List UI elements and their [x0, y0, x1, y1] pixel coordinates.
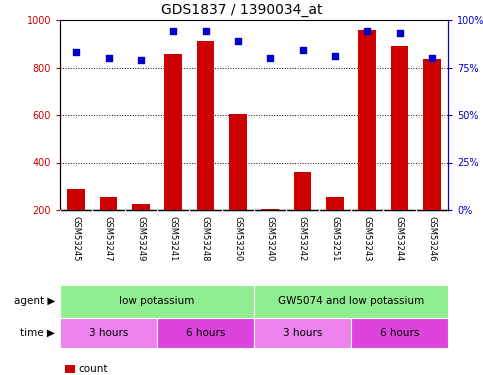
Text: agent ▶: agent ▶: [14, 297, 55, 306]
Bar: [261, 209, 279, 210]
Text: GSM53240: GSM53240: [266, 216, 275, 261]
Bar: [351, 318, 448, 348]
Text: 3 hours: 3 hours: [283, 328, 322, 338]
Bar: [358, 30, 376, 210]
Bar: [197, 41, 214, 210]
Bar: [132, 204, 150, 210]
Text: GSM53246: GSM53246: [427, 216, 436, 261]
Text: GSM53248: GSM53248: [201, 216, 210, 261]
Point: [170, 28, 177, 34]
Bar: [67, 189, 85, 210]
Bar: [164, 54, 182, 210]
Bar: [229, 114, 247, 210]
Text: GSM53243: GSM53243: [363, 216, 371, 261]
Point: [331, 53, 339, 59]
Bar: [60, 318, 157, 348]
Bar: [326, 197, 344, 210]
Text: GSM53242: GSM53242: [298, 216, 307, 261]
Point: [266, 55, 274, 61]
Text: GSM53251: GSM53251: [330, 216, 340, 261]
Bar: [254, 318, 351, 348]
Text: GSM53249: GSM53249: [136, 216, 145, 261]
Text: GSM53241: GSM53241: [169, 216, 178, 261]
Point: [363, 28, 371, 34]
Point: [298, 47, 306, 53]
Text: count: count: [78, 364, 108, 374]
Text: time ▶: time ▶: [20, 328, 55, 338]
Text: GDS1837 / 1390034_at: GDS1837 / 1390034_at: [161, 3, 322, 17]
Text: GW5074 and low potassium: GW5074 and low potassium: [278, 297, 424, 306]
Text: GSM53244: GSM53244: [395, 216, 404, 261]
Text: 3 hours: 3 hours: [89, 328, 128, 338]
Point: [201, 28, 209, 34]
Text: GSM53245: GSM53245: [71, 216, 81, 261]
Text: GSM53247: GSM53247: [104, 216, 113, 261]
Text: GSM53250: GSM53250: [233, 216, 242, 261]
Bar: [60, 285, 254, 318]
Point: [234, 38, 242, 44]
Text: 6 hours: 6 hours: [186, 328, 225, 338]
Bar: [99, 197, 117, 210]
Point: [137, 57, 145, 63]
Bar: [423, 59, 440, 210]
Point: [428, 55, 436, 61]
Bar: [157, 318, 254, 348]
Bar: [391, 46, 409, 210]
Text: 6 hours: 6 hours: [380, 328, 419, 338]
Bar: [254, 285, 448, 318]
Point: [72, 49, 80, 55]
Bar: [294, 172, 312, 210]
Point: [396, 30, 403, 36]
Point: [105, 55, 113, 61]
Text: low potassium: low potassium: [119, 297, 195, 306]
